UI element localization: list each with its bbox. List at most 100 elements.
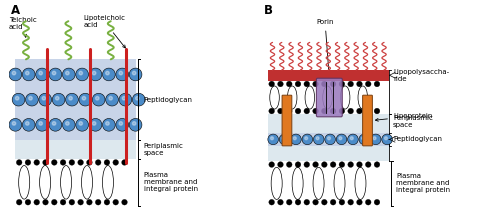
Circle shape — [62, 68, 75, 81]
Circle shape — [322, 108, 327, 114]
Ellipse shape — [322, 86, 332, 109]
Circle shape — [116, 119, 128, 131]
Text: Periplasmic
space: Periplasmic space — [144, 143, 184, 156]
Circle shape — [322, 81, 327, 87]
Circle shape — [52, 160, 57, 165]
Circle shape — [132, 122, 136, 125]
Circle shape — [122, 96, 126, 100]
Circle shape — [280, 134, 290, 145]
Circle shape — [132, 93, 145, 106]
Circle shape — [366, 199, 371, 205]
Circle shape — [39, 122, 42, 125]
Circle shape — [9, 68, 22, 81]
Circle shape — [79, 71, 82, 75]
Circle shape — [36, 119, 49, 131]
Circle shape — [122, 160, 128, 165]
Circle shape — [129, 68, 142, 81]
Circle shape — [96, 160, 101, 165]
Circle shape — [290, 134, 301, 145]
Bar — [16, 159, 136, 206]
Circle shape — [339, 162, 345, 167]
Ellipse shape — [18, 166, 30, 199]
Circle shape — [25, 160, 31, 165]
Circle shape — [278, 199, 283, 205]
Bar — [268, 81, 388, 114]
Circle shape — [304, 199, 310, 205]
Circle shape — [348, 81, 354, 87]
Circle shape — [374, 162, 380, 167]
Circle shape — [16, 160, 22, 165]
Bar — [268, 70, 388, 81]
Circle shape — [60, 160, 66, 165]
Text: Plasma
membrane and
integral protein: Plasma membrane and integral protein — [144, 172, 198, 192]
Circle shape — [22, 68, 35, 81]
Circle shape — [366, 81, 371, 87]
Circle shape — [356, 108, 362, 114]
Circle shape — [22, 119, 35, 131]
Circle shape — [28, 96, 32, 100]
Circle shape — [39, 93, 52, 106]
Circle shape — [39, 71, 42, 75]
Ellipse shape — [288, 86, 297, 109]
Circle shape — [12, 93, 25, 106]
Circle shape — [26, 93, 38, 106]
Ellipse shape — [358, 86, 368, 109]
Circle shape — [339, 137, 342, 140]
Circle shape — [96, 199, 101, 205]
Circle shape — [66, 122, 69, 125]
Circle shape — [312, 81, 318, 87]
Circle shape — [49, 119, 62, 131]
Text: B: B — [264, 4, 272, 17]
Ellipse shape — [334, 167, 345, 199]
Circle shape — [278, 108, 283, 114]
Circle shape — [286, 162, 292, 167]
Circle shape — [26, 122, 29, 125]
FancyBboxPatch shape — [362, 95, 372, 146]
Circle shape — [356, 81, 362, 87]
Text: Lipoprotein: Lipoprotein — [376, 113, 432, 121]
Circle shape — [348, 162, 354, 167]
Circle shape — [49, 68, 62, 81]
Circle shape — [34, 199, 40, 205]
Circle shape — [92, 93, 105, 106]
Text: Peptidoglycan: Peptidoglycan — [393, 136, 442, 142]
Circle shape — [79, 122, 82, 125]
Circle shape — [109, 96, 112, 100]
Circle shape — [60, 199, 66, 205]
Circle shape — [312, 162, 318, 167]
Circle shape — [113, 199, 118, 205]
Circle shape — [116, 68, 128, 81]
Circle shape — [366, 108, 371, 114]
Circle shape — [129, 119, 142, 131]
Circle shape — [102, 68, 115, 81]
Circle shape — [304, 137, 308, 140]
Circle shape — [66, 93, 78, 106]
Circle shape — [322, 162, 327, 167]
Ellipse shape — [313, 167, 324, 199]
Circle shape — [89, 68, 102, 81]
Circle shape — [69, 96, 72, 100]
Circle shape — [106, 93, 118, 106]
Circle shape — [366, 162, 371, 167]
Circle shape — [92, 122, 96, 125]
Circle shape — [92, 71, 96, 75]
Circle shape — [106, 122, 109, 125]
Circle shape — [52, 199, 57, 205]
Circle shape — [36, 68, 49, 81]
Circle shape — [269, 108, 274, 114]
Circle shape — [286, 81, 292, 87]
Ellipse shape — [40, 166, 50, 199]
Ellipse shape — [102, 166, 114, 199]
Circle shape — [278, 162, 283, 167]
Circle shape — [69, 199, 74, 205]
Ellipse shape — [340, 86, 350, 109]
Circle shape — [76, 68, 88, 81]
Circle shape — [96, 96, 99, 100]
Circle shape — [294, 137, 296, 140]
Circle shape — [102, 119, 115, 131]
Circle shape — [339, 108, 345, 114]
Circle shape — [82, 96, 86, 100]
Text: A: A — [11, 4, 20, 17]
Bar — [16, 140, 136, 159]
Circle shape — [78, 199, 84, 205]
